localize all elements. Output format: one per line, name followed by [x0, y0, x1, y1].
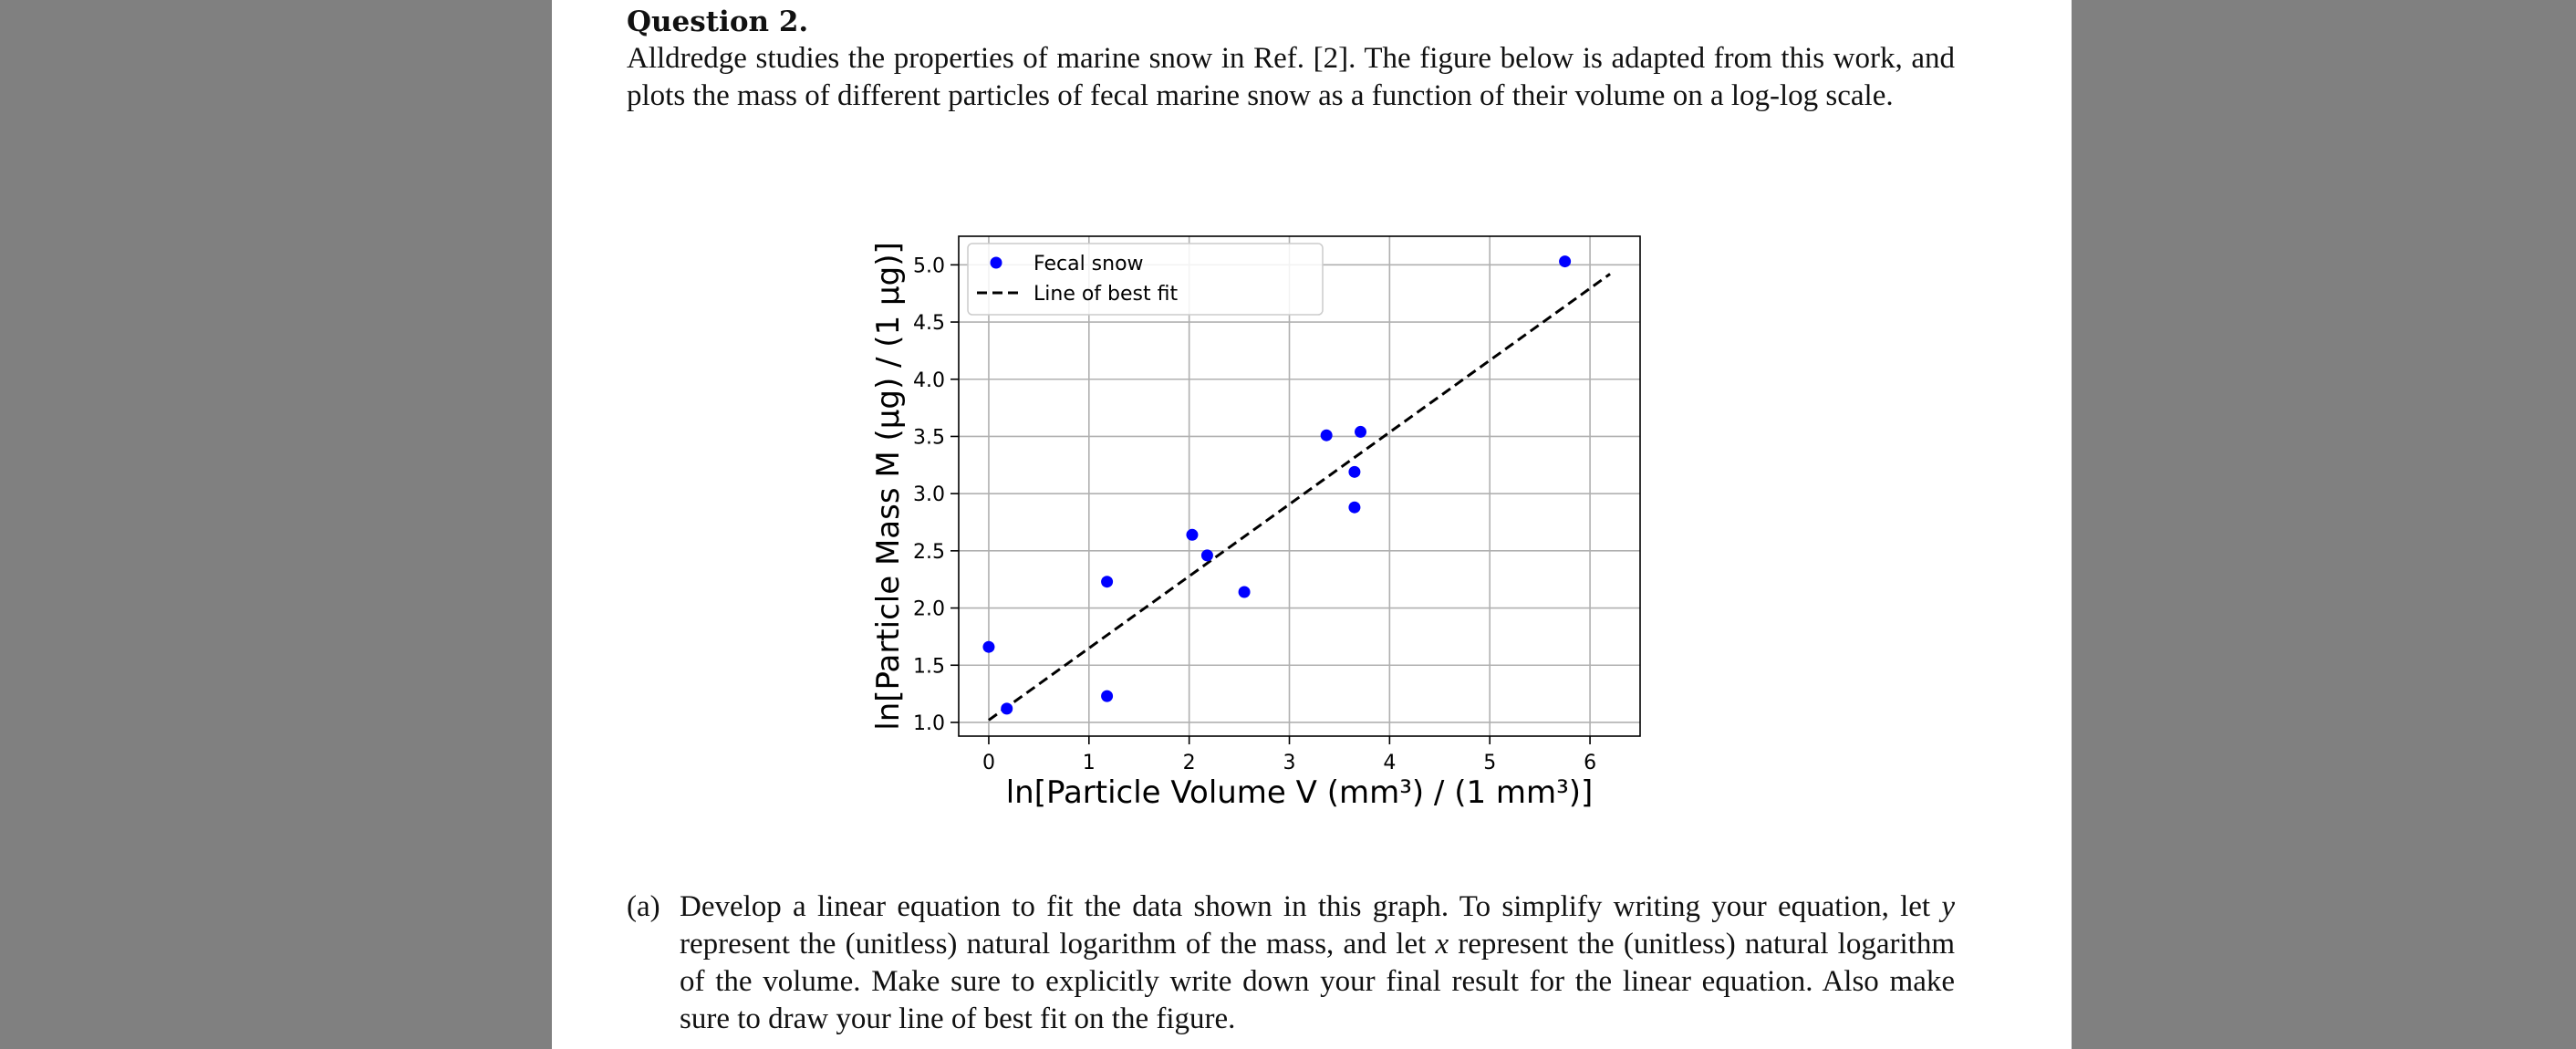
data-point [982, 640, 995, 653]
x-tick-label: 6 [1584, 752, 1596, 774]
data-point [1320, 429, 1333, 441]
question-text: Alldredge studies the properties of mari… [627, 42, 1955, 112]
plot-frame [958, 235, 1641, 737]
data-point [1238, 586, 1251, 598]
scatter-chart: 0 1 2 3 4 5 6 1.0 1.5 2.0 2.5 3.0 3.5 4.0 4.5 5.0 Feca… [870, 235, 1641, 811]
x-tick-label: 5 [1483, 752, 1496, 774]
legend-marker-points [990, 256, 1002, 269]
plot-marks [982, 255, 1611, 722]
part-a-text: Develop a linear equation to fit the dat… [680, 890, 1955, 1035]
data-point [1101, 690, 1114, 702]
data-point [1186, 528, 1199, 541]
x-tick-label: 3 [1283, 752, 1296, 774]
part-a-label: (a) [627, 890, 660, 923]
data-point [1101, 576, 1114, 588]
y-tick-label: 1.0 [913, 712, 945, 735]
y-tick-label: 4.5 [913, 312, 945, 335]
y-tick-label: 1.5 [913, 655, 945, 678]
legend: Fecal snow Line of best fit [967, 243, 1324, 316]
x-tick-label: 2 [1183, 752, 1196, 774]
data-point [1001, 702, 1013, 715]
x-axis-label: ln[Particle Volume V (mm³) / (1 mm³)] [1006, 774, 1594, 811]
best-fit-line [988, 273, 1611, 722]
y-axis-label: ln[Particle Mass M (μg) / (1 μg)] [870, 242, 907, 731]
data-point [1355, 425, 1367, 438]
x-tick-label: 0 [982, 752, 995, 774]
y-tick-label: 2.5 [913, 541, 945, 564]
y-axis-ticks: 1.0 1.5 2.0 2.5 3.0 3.5 4.0 4.5 5.0 [913, 254, 959, 735]
y-tick-label: 5.0 [913, 254, 945, 277]
data-point [1348, 465, 1361, 478]
x-tick-label: 1 [1083, 752, 1096, 774]
data-point [1200, 549, 1213, 562]
x-tick-label: 4 [1383, 752, 1396, 774]
y-tick-label: 3.5 [913, 426, 945, 449]
question-title: Question 2. [627, 5, 809, 38]
legend-label-points: Fecal snow [1034, 253, 1144, 275]
legend-label-line: Line of best fit [1034, 283, 1178, 306]
legend-box [967, 243, 1324, 316]
var-x: x [1435, 928, 1449, 961]
var-y: y [1941, 890, 1955, 923]
x-axis-ticks: 0 1 2 3 4 5 6 [982, 736, 1596, 774]
data-point [1348, 501, 1361, 514]
part-a: (a) Develop a linear equation to fit the… [627, 888, 1955, 1038]
y-tick-label: 3.0 [913, 483, 945, 506]
y-tick-label: 2.0 [913, 598, 945, 621]
y-tick-label: 4.0 [913, 369, 945, 392]
document-page: Question 2. Alldredge studies the proper… [552, 0, 2072, 1049]
data-point [1559, 255, 1572, 268]
